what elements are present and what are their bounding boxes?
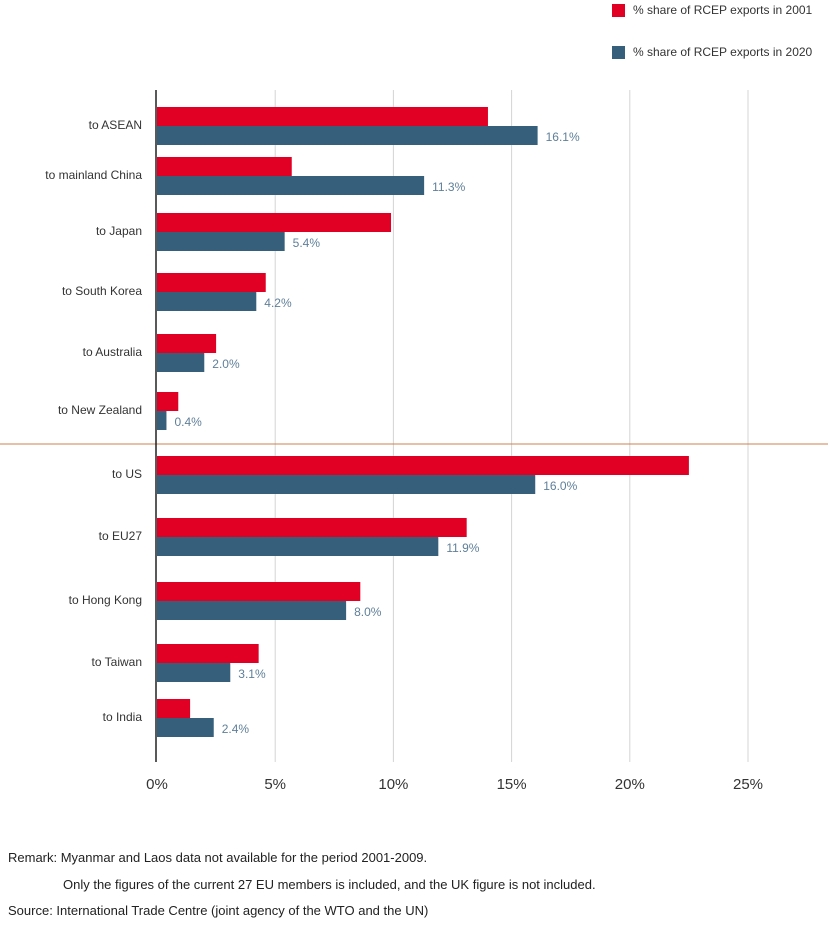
bar-2020 bbox=[157, 411, 167, 430]
x-tick-label: 25% bbox=[733, 776, 763, 793]
data-label: 11.9% bbox=[446, 541, 479, 555]
data-label: 2.0% bbox=[212, 357, 240, 371]
bar-2001 bbox=[157, 644, 259, 663]
category-label: to South Korea bbox=[62, 284, 142, 298]
category-label: to Japan bbox=[96, 224, 142, 238]
category-label: to India bbox=[103, 710, 143, 724]
bar-2020 bbox=[157, 537, 439, 556]
category-label: to Australia bbox=[83, 345, 143, 359]
bar-2001 bbox=[157, 213, 392, 232]
x-tick-label: 15% bbox=[497, 776, 527, 793]
bar-2001 bbox=[157, 582, 361, 601]
legend-item-2001: % share of RCEP exports in 2001 bbox=[612, 3, 812, 17]
data-label: 11.3% bbox=[432, 180, 465, 194]
bar-2020 bbox=[157, 718, 214, 737]
source-text: Source: International Trade Centre (join… bbox=[8, 903, 429, 918]
bar-2020 bbox=[157, 663, 231, 682]
remark-text: Remark: Myanmar and Laos data not availa… bbox=[8, 850, 428, 865]
data-label: 16.0% bbox=[543, 479, 577, 493]
bar-2020 bbox=[157, 475, 536, 494]
remark-eu-text: Only the figures of the current 27 EU me… bbox=[63, 877, 596, 892]
legend-swatch-2020 bbox=[612, 45, 625, 59]
legend-swatch-2001 bbox=[612, 3, 625, 17]
bar-2001 bbox=[157, 334, 217, 353]
category-label: to US bbox=[112, 467, 142, 481]
category-label: to Hong Kong bbox=[69, 593, 142, 607]
category-label: to mainland China bbox=[45, 168, 142, 182]
data-label: 16.1% bbox=[546, 130, 580, 144]
x-tick-label: 10% bbox=[378, 776, 408, 793]
data-label: 8.0% bbox=[354, 605, 382, 619]
data-label: 2.4% bbox=[222, 722, 250, 736]
legend-label-2001: % share of RCEP exports in 2001 bbox=[633, 3, 813, 17]
x-tick-label: 0% bbox=[146, 776, 168, 793]
bar-2001 bbox=[157, 273, 266, 292]
x-tick-label: 5% bbox=[264, 776, 286, 793]
data-label: 4.2% bbox=[264, 296, 292, 310]
x-tick-label: 20% bbox=[615, 776, 645, 793]
data-label: 5.4% bbox=[293, 236, 321, 250]
bar-2001 bbox=[157, 456, 689, 475]
category-label: to New Zealand bbox=[58, 403, 142, 417]
legend-label-2020: % share of RCEP exports in 2020 bbox=[633, 45, 813, 59]
bar-2020 bbox=[157, 292, 257, 311]
bar-2001 bbox=[157, 518, 467, 537]
bar-2001 bbox=[157, 157, 292, 176]
bar-2020 bbox=[157, 126, 538, 145]
bar-2020 bbox=[157, 176, 425, 195]
bar-2001 bbox=[157, 107, 488, 126]
bar-2020 bbox=[157, 232, 285, 251]
bar-2001 bbox=[157, 699, 191, 718]
bar-chart: 0% 5% 10% 15% 20% 25% to ASEAN 16.1% to mainland… bbox=[0, 90, 828, 793]
category-label: to Taiwan bbox=[92, 655, 142, 669]
bar-2020 bbox=[157, 353, 205, 372]
data-label: 0.4% bbox=[174, 415, 202, 429]
legend-item-2020: % share of RCEP exports in 2020 bbox=[612, 45, 812, 59]
category-label: to ASEAN bbox=[89, 118, 142, 132]
bar-2020 bbox=[157, 601, 347, 620]
data-label: 3.1% bbox=[238, 667, 266, 681]
category-label: to EU27 bbox=[99, 529, 143, 543]
bar-2001 bbox=[157, 392, 179, 411]
